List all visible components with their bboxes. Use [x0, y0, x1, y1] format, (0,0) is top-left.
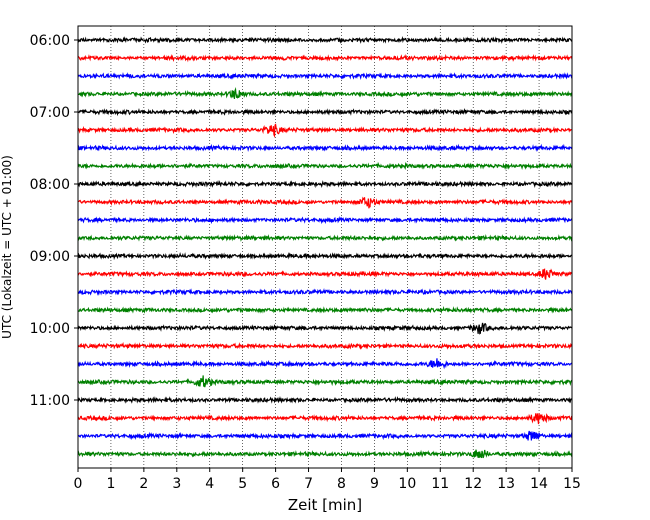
seismogram-trace — [77, 72, 573, 80]
seismogram-trace — [77, 107, 573, 117]
seismogram-trace — [77, 449, 573, 459]
x-tick-label: 4 — [205, 476, 214, 492]
y-tick-label: 10:00 — [30, 321, 70, 337]
seismogram-trace — [77, 251, 573, 261]
y-tick-label: 08:00 — [30, 177, 70, 193]
x-axis-label: Zeit [min] — [288, 496, 362, 514]
y-tick-label: 11:00 — [30, 393, 70, 409]
y-tick-label: 06:00 — [30, 33, 70, 49]
seismogram-trace — [77, 413, 573, 425]
x-tick-label: 3 — [172, 476, 181, 492]
x-tick-label: 7 — [304, 476, 313, 492]
plot-frame — [77, 25, 573, 469]
y-tick-label: 07:00 — [30, 105, 70, 121]
y-axis-ticks: 06:00 07:00 08:00 09:00 10:00 11:00 — [30, 33, 78, 409]
seismogram-trace — [77, 53, 573, 63]
x-tick-label: 5 — [238, 476, 247, 492]
x-tick-label: 9 — [370, 476, 379, 492]
x-tick-label: 15 — [563, 476, 581, 492]
seismogram-trace — [77, 216, 573, 225]
seismogram-trace — [77, 233, 573, 242]
x-tick-label: 1 — [106, 476, 115, 492]
x-tick-label: 13 — [497, 476, 515, 492]
seismogram-trace — [77, 143, 573, 153]
seismogram-trace — [77, 161, 573, 171]
x-tick-label: 0 — [74, 476, 83, 492]
seismogram-trace — [77, 322, 573, 335]
x-tick-label: 10 — [398, 476, 416, 492]
seismogram-trace — [77, 35, 573, 44]
seismogram-trace — [77, 395, 573, 404]
x-tick-label: 11 — [431, 476, 449, 492]
x-tick-label: 2 — [139, 476, 148, 492]
y-axis-label: UTC (Lokalzeit = UTC + 01:00) — [0, 155, 14, 339]
x-tick-label: 8 — [337, 476, 346, 492]
seismogram-trace — [77, 358, 573, 370]
seismogram-trace — [77, 287, 573, 296]
seismogram-trace — [77, 375, 573, 388]
seismogram-trace — [77, 268, 573, 280]
seismogram-trace — [77, 306, 573, 314]
seismogram-trace — [77, 341, 573, 350]
x-tick-label: 6 — [271, 476, 280, 492]
seismogram-trace — [77, 430, 573, 441]
trace-group — [77, 35, 573, 459]
seismogram-trace — [77, 123, 573, 138]
x-tick-label: 12 — [464, 476, 482, 492]
x-tick-label: 14 — [530, 476, 548, 492]
x-axis-ticks: 0 1 2 3 4 5 6 7 8 9 10 11 12 13 14 15 — [74, 468, 581, 492]
seismogram-trace — [77, 196, 573, 209]
seismogram-trace — [77, 179, 573, 189]
y-tick-label: 09:00 — [30, 249, 70, 265]
seismogram-trace — [77, 86, 573, 99]
